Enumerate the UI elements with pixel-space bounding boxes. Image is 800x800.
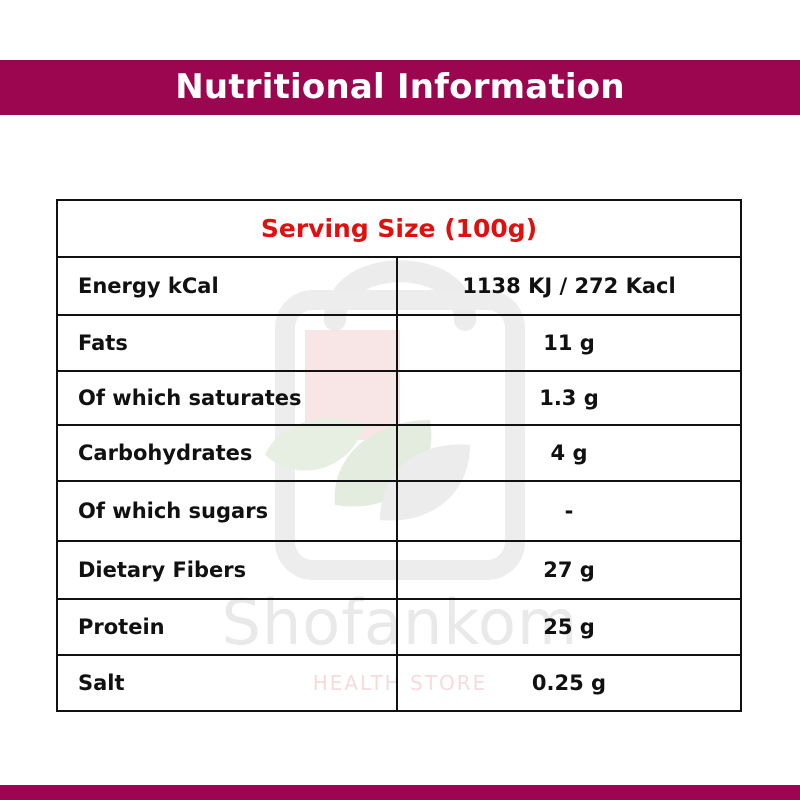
- table-row: Of which sugars -: [56, 479, 742, 542]
- table-row: Carbohydrates 4 g: [56, 424, 742, 482]
- serving-size-label: Serving Size (100g): [56, 198, 742, 259]
- nutrient-name: Fats: [56, 314, 398, 373]
- nutrient-value: -: [396, 479, 742, 542]
- nutrient-name: Of which saturates: [56, 370, 398, 427]
- table-row: Of which saturates 1.3 g: [56, 370, 742, 427]
- nutrient-value: 27 g: [396, 539, 742, 600]
- nutrient-value: 4 g: [396, 424, 742, 482]
- nutrient-value: 1.3 g: [396, 370, 742, 427]
- page-title: Nutritional Information: [175, 66, 625, 107]
- nutrient-value: 11 g: [396, 314, 742, 373]
- nutrient-name: Salt: [56, 653, 398, 713]
- nutrient-name: Protein: [56, 597, 398, 656]
- table-row: Dietary Fibers 27 g: [56, 539, 742, 600]
- footer-band: [0, 785, 800, 800]
- nutrition-table: Serving Size (100g) Energy kCal 1138 KJ …: [56, 198, 742, 713]
- table-row: Fats 11 g: [56, 314, 742, 373]
- serving-size-row: Serving Size (100g): [56, 198, 742, 259]
- nutrient-value: 25 g: [396, 597, 742, 656]
- nutrient-value: 0.25 g: [396, 653, 742, 713]
- nutrient-value: 1138 KJ / 272 Kacl: [396, 256, 742, 317]
- table-row: Energy kCal 1138 KJ / 272 Kacl: [56, 256, 742, 317]
- nutrient-name: Carbohydrates: [56, 424, 398, 482]
- header-band: Nutritional Information: [0, 60, 800, 115]
- nutrient-name: Dietary Fibers: [56, 539, 398, 600]
- table-row: Salt 0.25 g: [56, 653, 742, 713]
- nutrient-name: Of which sugars: [56, 479, 398, 542]
- table-row: Protein 25 g: [56, 597, 742, 656]
- nutrient-name: Energy kCal: [56, 256, 398, 317]
